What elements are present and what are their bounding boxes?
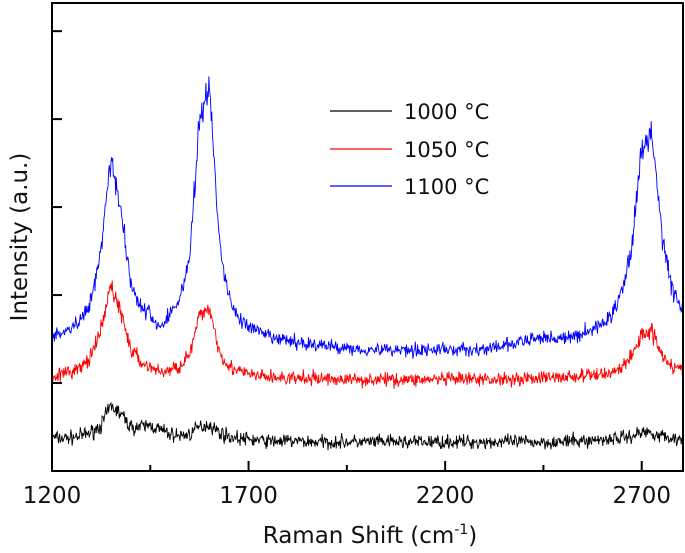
x-tick-label: 2200 <box>416 483 475 509</box>
series-layer <box>51 76 684 451</box>
plot-frame <box>51 2 684 472</box>
series-line-2 <box>51 76 684 359</box>
series-line-0 <box>51 401 684 451</box>
legend-label: 1050 °C <box>404 138 489 162</box>
legend: 1000 °C 1050 °C 1100 °C <box>330 100 489 199</box>
x-tick-label: 2700 <box>612 483 671 509</box>
legend-label: 1100 °C <box>404 175 489 199</box>
y-axis-label: Intensity (a.u.) <box>7 153 33 322</box>
legend-item: 1000 °C <box>330 100 489 124</box>
legend-label: 1000 °C <box>404 100 489 124</box>
x-tick-label: 1700 <box>219 483 278 509</box>
series-line-1 <box>51 280 684 389</box>
legend-item: 1100 °C <box>330 175 489 199</box>
x-tick-label: 1200 <box>23 483 82 509</box>
ticks-layer: 1200 1700 2200 2700 <box>23 30 671 509</box>
legend-item: 1050 °C <box>330 138 489 162</box>
x-axis-label: Raman Shift (cm-1) <box>263 522 478 549</box>
